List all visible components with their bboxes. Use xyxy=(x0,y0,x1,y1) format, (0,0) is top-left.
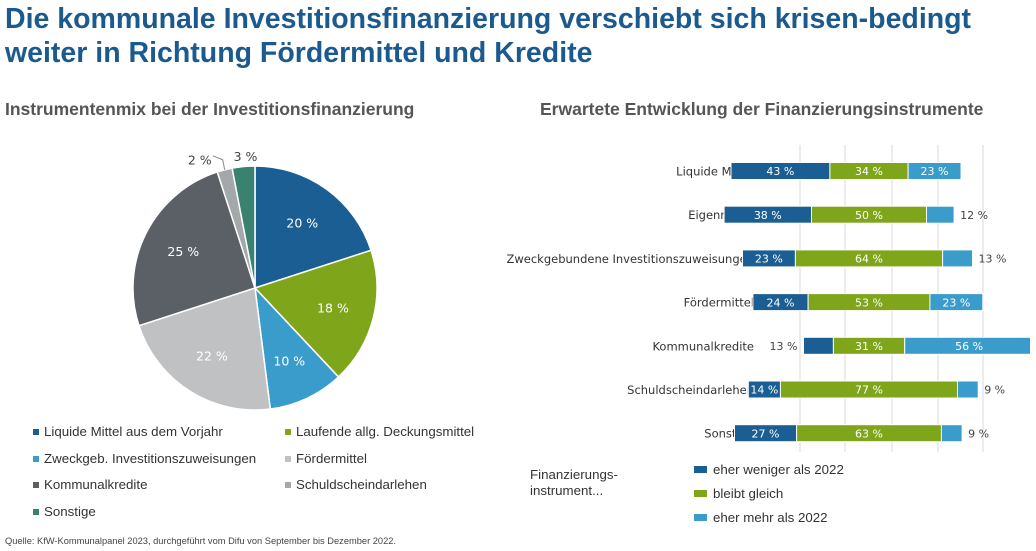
bar-value-label: 63 % xyxy=(855,427,883,440)
bar-segment-mehr xyxy=(957,380,979,399)
bar-value-label: 24 % xyxy=(767,296,795,309)
legend-swatch xyxy=(285,455,291,462)
bar-chart-title: Erwartete Entwicklung der Finanzierungsi… xyxy=(540,99,984,119)
bar-chart: Liquide Mittel 43 % 34 % 23 %Eigenmittel 38 … xyxy=(507,145,1030,452)
legend-label: Kommunalkredite xyxy=(44,477,148,492)
bar-legend: eher weniger als 2022 bleibt gleich eher… xyxy=(694,462,894,542)
legend-item-foerder: Fördermittel xyxy=(285,451,367,466)
legend-label: Sonstige xyxy=(44,504,96,519)
legend-item-laufende: Laufende allg. Deckungsmittel xyxy=(285,424,474,439)
bar-legend-title: Finanzierungs-instrument... xyxy=(530,467,618,498)
legend-item-weniger: eher weniger als 2022 xyxy=(694,462,844,477)
pie-slice-fördermittel xyxy=(138,287,272,411)
pie-chart-title: Instrumentenmix bei der Investitionsfina… xyxy=(5,99,415,119)
bar-segment-mehr xyxy=(929,293,984,312)
bar-segment-weniger xyxy=(803,336,834,355)
pie-slice-laufende-allg-deckungsmittel xyxy=(253,249,378,378)
bar-value-label: 34 % xyxy=(855,165,883,178)
legend-item-zweck: Zweckgeb. Investitionszuweisungen xyxy=(33,451,256,466)
pie-value-label: 25 % xyxy=(167,244,199,259)
legend-swatch xyxy=(33,508,39,515)
bar-segment-mehr xyxy=(904,336,1030,355)
bar-segment-mehr xyxy=(907,162,962,180)
bar-value-label: 38 % xyxy=(754,209,782,222)
pie-value-label: 2 % xyxy=(188,152,212,167)
bar-value-label: 56 % xyxy=(955,340,983,353)
legend-swatch xyxy=(285,428,291,435)
bar-segment-mehr xyxy=(942,249,974,268)
bar-segment-mehr xyxy=(926,205,955,224)
legend-label: Fördermittel xyxy=(296,451,367,466)
legend-item-kommunal: Kommunalkredite xyxy=(33,477,147,492)
category-label: Fördermittel xyxy=(684,296,754,310)
legend-item-sonstige: Sonstige xyxy=(33,504,96,519)
pie-value-label: 20 % xyxy=(286,215,318,230)
pie-slice-sonstige xyxy=(231,165,256,289)
legend-item-mehr: eher mehr als 2022 xyxy=(694,510,828,525)
legend-label: Zweckgeb. Investitionszuweisungen xyxy=(44,451,257,466)
legend-swatch xyxy=(694,514,707,521)
pie-slice-zweckgeb-investitionszuweisungen xyxy=(253,285,340,410)
legend-swatch xyxy=(694,490,707,497)
legend-label: bleibt gleich xyxy=(713,486,784,501)
bar-value-label: 9 % xyxy=(968,427,989,440)
pie-value-label: 18 % xyxy=(317,301,349,316)
source-note: Quelle: KfW-Kommunalpanel 2023, durchgef… xyxy=(5,536,397,546)
bar-value-label: 77 % xyxy=(855,384,883,397)
pie-slice-liquide-mittel-aus-dem-vorjahr xyxy=(254,165,372,290)
bar-value-label: 31 % xyxy=(855,340,883,353)
bar-value-label: 23 % xyxy=(921,165,949,178)
bar-value-label: 13 % xyxy=(770,340,798,353)
pie-slice-kommunalkredite xyxy=(132,171,256,327)
bar-value-label: 13 % xyxy=(979,253,1007,266)
pie-value-label: 10 % xyxy=(273,353,305,368)
bar-value-label: 14 % xyxy=(750,384,778,397)
pie-value-label: 3 % xyxy=(234,149,258,164)
legend-label: eher weniger als 2022 xyxy=(713,462,844,477)
bar-value-label: 53 % xyxy=(855,296,883,309)
bar-value-label: 50 % xyxy=(855,209,883,222)
legend-item-liquide: Liquide Mittel aus dem Vorjahr xyxy=(33,424,223,439)
pie-chart: 20 % 18 % 10 % 22 % 25 % 2 % 3 % xyxy=(132,149,378,411)
legend-label: Schuldscheindarlehen xyxy=(296,477,427,492)
category-label: Kommunalkredite xyxy=(652,339,754,353)
bar-segment-mehr xyxy=(940,424,963,443)
legend-label: Laufende allg. Deckungsmittel xyxy=(296,424,475,439)
legend-swatch xyxy=(33,455,39,462)
legend-label: eher mehr als 2022 xyxy=(713,510,828,525)
legend-swatch xyxy=(33,481,39,488)
legend-swatch xyxy=(694,466,707,473)
bar-value-label: 12 % xyxy=(960,209,988,222)
legend-swatch xyxy=(285,481,291,488)
category-label: Schuldscheindarlehen xyxy=(627,383,754,397)
bar-value-label: 64 % xyxy=(855,253,883,266)
leader-line xyxy=(212,155,226,170)
legend-label: Liquide Mittel aus dem Vorjahr xyxy=(44,424,223,439)
legend-item-schuld: Schuldscheindarlehen xyxy=(285,477,427,492)
category-label: Zweckgebundene Investitionszuweisungen xyxy=(507,252,755,266)
bar-value-label: 23 % xyxy=(942,296,970,309)
bar-value-label: 23 % xyxy=(755,253,783,266)
legend-item-gleich: bleibt gleich xyxy=(694,486,783,501)
pie-legend: Liquide Mittel aus dem Vorjahr Laufende … xyxy=(33,421,513,526)
pie-value-label: 22 % xyxy=(196,349,228,364)
bar-value-label: 9 % xyxy=(984,384,1005,397)
page-title: Die kommunale Investitionsfinanzierung v… xyxy=(5,3,972,69)
bar-value-label: 27 % xyxy=(752,427,780,440)
bar-value-label: 43 % xyxy=(766,165,794,178)
legend-swatch xyxy=(33,428,39,435)
